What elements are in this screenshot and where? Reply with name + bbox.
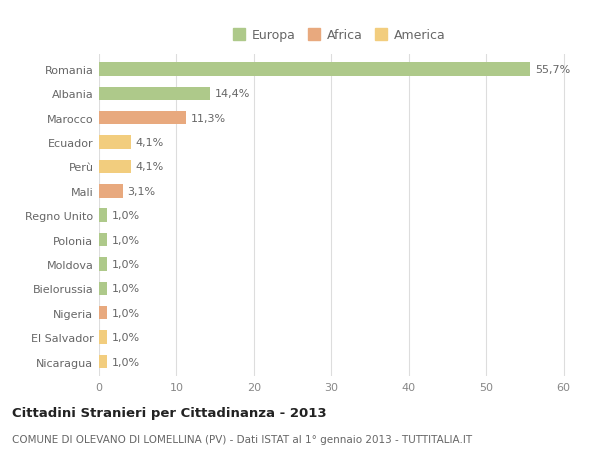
Text: Cittadini Stranieri per Cittadinanza - 2013: Cittadini Stranieri per Cittadinanza - 2…: [12, 406, 326, 419]
Text: 1,0%: 1,0%: [112, 332, 140, 342]
Bar: [99, 331, 107, 344]
Text: 4,1%: 4,1%: [136, 138, 164, 148]
Bar: [99, 185, 123, 198]
Text: 1,0%: 1,0%: [112, 211, 140, 221]
Text: COMUNE DI OLEVANO DI LOMELLINA (PV) - Dati ISTAT al 1° gennaio 2013 - TUTTITALIA: COMUNE DI OLEVANO DI LOMELLINA (PV) - Da…: [12, 434, 472, 444]
Text: 1,0%: 1,0%: [112, 259, 140, 269]
Text: 1,0%: 1,0%: [112, 235, 140, 245]
Bar: [99, 355, 107, 369]
Text: 14,4%: 14,4%: [215, 89, 251, 99]
Bar: [99, 112, 187, 125]
Bar: [99, 136, 131, 149]
Bar: [99, 282, 107, 296]
Text: 11,3%: 11,3%: [191, 113, 226, 123]
Text: 1,0%: 1,0%: [112, 308, 140, 318]
Text: 4,1%: 4,1%: [136, 162, 164, 172]
Bar: [99, 307, 107, 320]
Text: 1,0%: 1,0%: [112, 284, 140, 294]
Legend: Europa, Africa, America: Europa, Africa, America: [233, 29, 445, 42]
Bar: [99, 209, 107, 223]
Bar: [99, 63, 530, 76]
Text: 55,7%: 55,7%: [535, 65, 570, 75]
Text: 3,1%: 3,1%: [128, 186, 156, 196]
Bar: [99, 87, 211, 101]
Text: 1,0%: 1,0%: [112, 357, 140, 367]
Bar: [99, 233, 107, 247]
Bar: [99, 160, 131, 174]
Bar: [99, 257, 107, 271]
